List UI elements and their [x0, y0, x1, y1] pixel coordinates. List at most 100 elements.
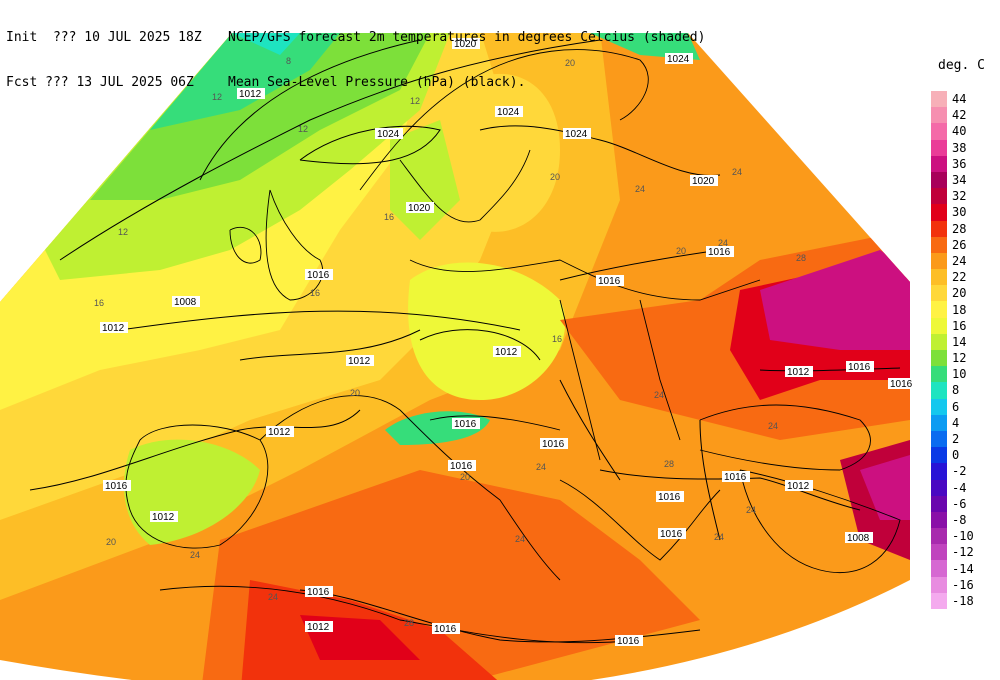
- isobar-label: 1016: [888, 378, 913, 390]
- legend-swatch: [931, 544, 947, 561]
- legend-label: -14: [952, 561, 974, 576]
- isobar: [699, 419, 721, 541]
- legend-entry: -14: [931, 560, 974, 577]
- isobar-lines: [29, 39, 901, 643]
- temperature-label: 24: [768, 421, 778, 431]
- svg-text:1024: 1024: [565, 129, 588, 140]
- border-line: [429, 415, 561, 431]
- legend-swatch: [931, 528, 947, 545]
- temperature-label: 24: [714, 532, 724, 542]
- svg-text:1008: 1008: [174, 297, 197, 308]
- isobar-label: 1024: [665, 53, 693, 65]
- legend-label: 4: [952, 415, 960, 430]
- temperature-label: 24: [536, 462, 546, 472]
- svg-text:1016: 1016: [658, 492, 681, 503]
- legend-entry: -6: [931, 495, 974, 512]
- legend-entry: 8: [931, 382, 974, 399]
- temperature-label: 24: [268, 592, 278, 602]
- temperature-label-group: 8 12 12 12 20 24 20 16 16 12 16 24 24 28…: [94, 56, 806, 628]
- svg-text:1012: 1012: [307, 622, 330, 633]
- coastline-north-africa: [159, 585, 641, 644]
- legend-label: 20: [952, 286, 967, 301]
- isobar: [419, 329, 541, 361]
- temperature-label: 24: [718, 238, 728, 248]
- legend-entry: 20: [931, 285, 974, 302]
- svg-text:1012: 1012: [495, 347, 518, 358]
- isobar: [559, 249, 721, 281]
- legend-entry: 36: [931, 155, 974, 172]
- legend-swatch: [931, 123, 947, 140]
- legend-swatch: [931, 204, 947, 221]
- isobar-label: 1016: [656, 491, 684, 503]
- legend-label: -18: [952, 593, 974, 608]
- legend-entry: 14: [931, 333, 974, 350]
- legend-label: 30: [952, 205, 967, 220]
- temperature-label: 24: [746, 505, 756, 515]
- isobar-label: 1016: [448, 460, 476, 472]
- temperature-label: 20: [550, 172, 560, 182]
- svg-text:1016: 1016: [454, 419, 477, 430]
- temperature-label: 20: [106, 537, 116, 547]
- temperature-label: 20: [350, 388, 360, 398]
- legend-entry: 40: [931, 123, 974, 140]
- isobar-label: 1008: [845, 532, 873, 544]
- legend-entry: 26: [931, 236, 974, 253]
- legend-swatch: [931, 139, 947, 156]
- legend-swatch: [931, 447, 947, 464]
- isobar-label: 1012: [266, 426, 294, 438]
- temperature-field-8: [232, 33, 300, 55]
- temperature-label: 24: [190, 550, 200, 560]
- legend-entry: 10: [931, 366, 974, 383]
- isobar-label: 1012: [150, 511, 178, 523]
- legend-entry: 16: [931, 317, 974, 334]
- legend-label: -16: [952, 577, 974, 592]
- legend-label: 22: [952, 270, 967, 285]
- isobar-label: 1012: [346, 355, 374, 367]
- isobar: [299, 125, 441, 165]
- legend-swatch: [931, 560, 947, 577]
- forecast-time-label: Fcst ??? 13 JUL 2025 06Z: [6, 75, 194, 90]
- svg-text:1016: 1016: [307, 587, 330, 598]
- svg-text:1016: 1016: [848, 362, 871, 373]
- legend-swatch: [931, 495, 947, 512]
- isobar-label: 1016: [706, 246, 734, 258]
- isobar-label: 1016: [658, 528, 686, 540]
- temperature-label: 24: [635, 184, 645, 194]
- legend-entry: 44: [931, 91, 974, 108]
- legend-entry: 34: [931, 171, 974, 189]
- legend-title: deg. C: [938, 58, 985, 73]
- svg-text:1024: 1024: [667, 54, 690, 65]
- header-row-fcst: Fcst ??? 13 JUL 2025 06Z Mean Sea-Level …: [6, 75, 705, 90]
- temperature-label: 12: [298, 124, 308, 134]
- legend-entry: 24: [931, 252, 974, 270]
- svg-text:1008: 1008: [847, 533, 870, 544]
- legend-label: 42: [952, 108, 967, 123]
- svg-text:1012: 1012: [152, 512, 175, 523]
- svg-text:1012: 1012: [239, 89, 262, 100]
- temperature-field-36-turkey: [860, 455, 910, 520]
- legend-swatch: [931, 171, 947, 189]
- isobar-label: 1012: [305, 621, 333, 633]
- border-line: [559, 299, 601, 461]
- isobar: [239, 329, 421, 361]
- temperature-label: 24: [654, 390, 664, 400]
- legend-swatch: [931, 91, 947, 108]
- svg-text:1016: 1016: [660, 529, 683, 540]
- legend-entry: -18: [931, 592, 974, 609]
- isobar-label: 1016: [103, 480, 131, 492]
- svg-text:1016: 1016: [724, 472, 747, 483]
- temperature-label: 28: [796, 253, 806, 263]
- legend-entry: 30: [931, 204, 974, 221]
- legend-entry: -4: [931, 479, 974, 496]
- svg-text:1020: 1020: [692, 176, 715, 187]
- legend-entry: 42: [931, 107, 974, 124]
- legend-label: 36: [952, 156, 967, 171]
- svg-text:1016: 1016: [617, 636, 640, 647]
- legend-swatch: [931, 220, 947, 237]
- isobar: [559, 379, 621, 481]
- legend-label: 14: [952, 334, 967, 349]
- isobar: [119, 310, 521, 331]
- legend-label: -8: [952, 512, 967, 527]
- map-title-line2: Mean Sea-Level Pressure (hPa) (black).: [228, 75, 526, 90]
- legend-label: 34: [952, 173, 967, 188]
